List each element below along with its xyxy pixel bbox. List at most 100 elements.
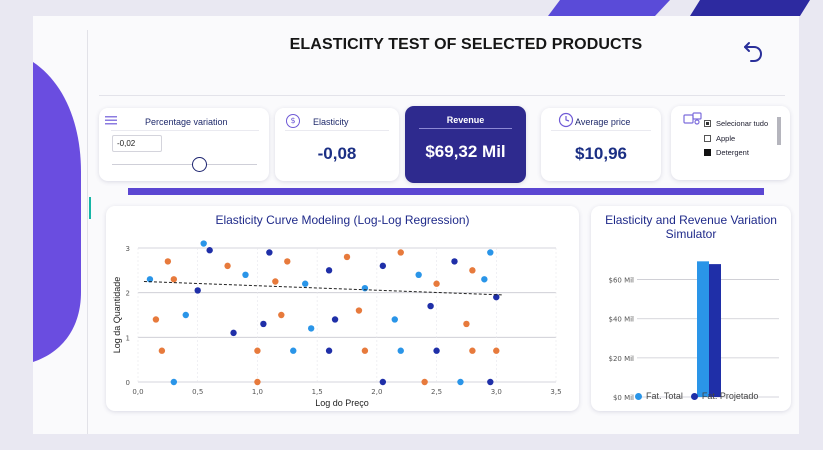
scatter-point [170,378,178,386]
scatter-point [493,293,500,301]
scatter-point [307,325,315,332]
slicer-item-label: Apple [716,134,736,143]
card-divider [285,130,389,131]
x-tick-label: 3,0 [491,388,502,396]
scatter-point [415,271,422,278]
scatter-point [433,280,440,287]
scatter-point [272,278,279,285]
scatter-point [206,247,213,254]
checkbox-checked-icon [704,149,711,156]
scatter-point [493,347,500,354]
scatter-point [170,276,178,283]
y-tick-label: 1 [126,334,130,342]
list-icon [105,116,117,125]
scatter-point [487,249,494,256]
card-divider [111,130,259,131]
scatter-chart-title: Elasticity Curve Modeling (Log-Log Regre… [215,213,470,227]
scatter-point [284,258,291,265]
scatter-point [290,347,297,354]
scatter-point [260,320,267,328]
scatter-point [331,316,339,323]
slider-track[interactable] [112,164,257,165]
divider-vertical [87,30,88,434]
legend-label-projected: Fat. Projetado [701,391,759,401]
scatter-point [343,253,351,261]
average-price-card: Average price $10,96 [541,108,661,181]
slicer-scrollbar[interactable] [777,117,781,145]
scatter-point [361,285,369,292]
slicer-item-detergent[interactable]: Detergent [704,148,749,157]
y-tick-label: $60 Mil [608,277,634,285]
scatter-chart: 0 1 2 3 0,0 0,5 1,0 1,5 2,0 2,5 3,0 3,5 Log do Preço… [112,240,562,408]
legend-dot-projected [690,392,698,400]
scatter-point [146,276,154,283]
scatter-point [469,347,476,354]
average-price-label: Average price [575,117,631,127]
scatter-point [481,276,488,283]
y-tick-label: 0 [126,379,130,387]
scatter-point [451,258,458,265]
slicer-item-select-all[interactable]: Selecionar tudo [704,119,768,128]
elasticity-curve-card: Elasticity Curve Modeling (Log-Log Regre… [106,206,579,411]
decorative-stripes [548,0,810,16]
scatter-point [302,280,309,287]
scatter-point [242,271,249,278]
page-title: ELASTICITY TEST OF SELECTED PRODUCTS [289,36,643,53]
scatter-point [397,347,404,354]
products-icon [683,112,702,125]
scatter-point [397,249,404,256]
y-tick-label: $40 Mil [608,316,634,324]
slider-thumb[interactable] [192,157,207,172]
scatter-point [325,347,333,354]
legend-label-total: Fat. Total [646,391,683,401]
scatter-point [158,347,166,354]
scatter-point [355,307,363,314]
x-tick-label: 1,5 [312,388,323,396]
slicer-item-label: Selecionar tudo [716,119,769,128]
scatter-point [194,287,201,294]
checkbox-empty-icon [704,135,711,142]
scatter-point [469,267,476,274]
scatter-point [379,262,387,270]
scatter-point [200,240,207,247]
scatter-point [254,378,261,386]
checkbox-partial-icon [704,120,711,127]
bar-fat-projetado [709,264,721,397]
x-tick-label: 0,5 [192,388,203,396]
divider-horizontal [99,95,785,96]
scatter-point [254,347,261,354]
elasticity-label: Elasticity [313,117,349,127]
percentage-input-value: -0,02 [117,139,136,148]
scatter-point [379,378,387,386]
x-tick-label: 3,5 [550,388,561,396]
scatter-point [325,267,333,274]
x-axis-title: Log do Preço [315,398,369,408]
scatter-point [391,316,398,323]
legend-dot-total [635,392,642,400]
accent-separator [128,188,764,195]
clock-icon [558,112,574,128]
x-tick-label: 1,0 [252,388,263,396]
x-tick-label: 0,0 [132,388,143,396]
percentage-input[interactable]: -0,02 [112,135,162,152]
y-tick-label: 2 [126,290,130,298]
scatter-point [182,311,189,319]
scatter-point [361,347,369,354]
x-tick-label: 2,5 [431,388,442,396]
back-arrow-icon[interactable] [740,38,766,64]
scatter-point [278,311,285,319]
card-divider [551,130,651,131]
percentage-variation-label: Percentage variation [145,117,228,127]
average-price-value: $10,96 [575,144,627,163]
bar-chart: $0 Mil $20 Mil $40 Mil $60 Mil [608,261,779,402]
slicer-item-apple[interactable]: Apple [704,134,735,143]
scatter-point [457,378,464,386]
revenue-simulator-card: Elasticity and Revenue Variation Simulat… [591,206,791,411]
scatter-point [266,249,273,256]
scatter-point [421,378,428,386]
product-slicer-card: Selecionar tudo Apple Detergent [671,106,790,180]
bar-fat-total [697,261,709,397]
x-tick-label: 2,0 [371,388,382,396]
scatter-point [230,329,237,337]
elasticity-value: -0,08 [317,144,357,163]
